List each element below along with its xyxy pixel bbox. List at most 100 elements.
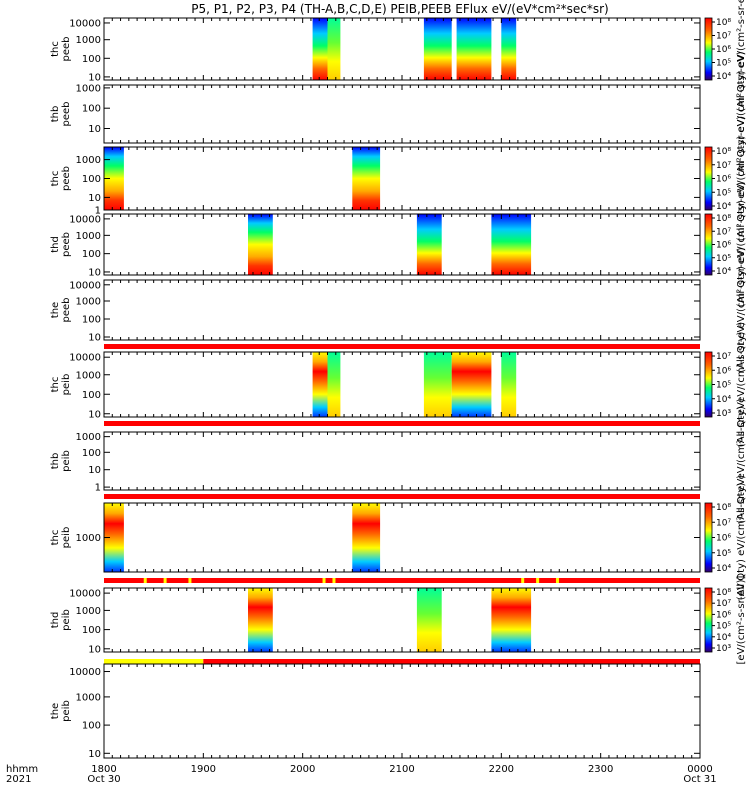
- colorbar-label: (All Qty) eV/(cm²-s-sr-eV): [736, 322, 747, 447]
- y-tick-label: 100: [82, 315, 101, 326]
- colorbar-tick-label: 10⁷: [716, 161, 731, 171]
- y-tick-label: 1000: [76, 35, 101, 46]
- x-tick-label: 2200: [489, 764, 514, 775]
- colorbar-tick-label: 10⁶: [716, 534, 731, 544]
- colorbar: [704, 17, 713, 81]
- x-tick-label: 1800: [91, 764, 116, 775]
- colorbar-tick-label: 10⁸: [716, 147, 731, 157]
- colorbar-tick-label: 10⁵: [716, 59, 731, 69]
- colorbar-tick-label: 10⁶: [716, 175, 731, 185]
- colorbar-tick-label: 10⁷: [716, 352, 731, 362]
- panel-frame: [103, 146, 701, 211]
- y-tick-label: 1000: [76, 692, 101, 703]
- colorbar-tick-label: 10⁸: [716, 214, 731, 224]
- colorbar-tick-label: 10⁴: [716, 267, 731, 277]
- spectrogram-block: [248, 588, 273, 652]
- status-bar: [104, 344, 700, 349]
- panel-frame: [103, 587, 701, 653]
- panel-probe-label: thd: [50, 236, 61, 253]
- y-tick-label: 100: [82, 390, 101, 401]
- x-axis-label-row1: hhmm: [6, 764, 38, 775]
- status-bar: [203, 659, 701, 664]
- panel-product-label: peeb: [61, 298, 72, 323]
- colorbar-tick-label: 10³: [716, 644, 731, 654]
- spectrogram-block: [491, 214, 532, 275]
- panel-frame: [103, 84, 701, 144]
- colorbar-tick-label: 10⁵: [716, 549, 731, 559]
- panel-frame: [103, 431, 701, 491]
- colorbar: [704, 502, 713, 573]
- y-tick-label: 10000: [69, 18, 101, 29]
- panel-probe-label: thd: [50, 612, 61, 629]
- y-tick-label: 100: [82, 249, 101, 260]
- x-axis-label-row2: 2021: [6, 774, 31, 785]
- spectrogram-block: [416, 214, 442, 275]
- panel-frame: [103, 663, 701, 759]
- panel-probe-label: thc: [50, 530, 61, 546]
- panel-thc-peeb: 10 100 1000 10000 thc peeb 10⁴ 10⁵ 10⁶ 10⁷ 10⁸ (All…: [50, 0, 747, 112]
- x-tick-label: 0000: [687, 764, 712, 775]
- spectrogram-block: [352, 503, 381, 572]
- y-tick-label: 100: [82, 721, 101, 732]
- y-tick-label: 1: [95, 483, 101, 494]
- y-tick-label: 1000: [76, 83, 101, 94]
- spectrogram-block: [312, 352, 328, 417]
- panel-probe-label: the: [50, 703, 61, 719]
- spectrogram-block: [423, 18, 452, 80]
- colorbar-tick-label: 10⁶: [716, 610, 731, 620]
- colorbar-tick-label: 10⁶: [716, 45, 731, 55]
- y-tick-label: 1000: [76, 370, 101, 381]
- y-tick-label: 1: [95, 206, 101, 217]
- panel-probe-label: the: [50, 302, 61, 318]
- status-bar-segment: [322, 578, 326, 583]
- y-tick-label: 100: [82, 174, 101, 185]
- panel-frame: [103, 502, 701, 573]
- figure-title: P5, P1, P2, P3, P4 (TH-A,B,C,D,E) PEIB,P…: [191, 2, 608, 16]
- panel-probe-label: thb: [50, 453, 61, 470]
- panel-probe-label: thb: [50, 106, 61, 123]
- x-tick-label: 2300: [588, 764, 613, 775]
- x-tick-label: 2000: [290, 764, 315, 775]
- panel-product-label: peeb: [61, 102, 72, 127]
- status-bar-segment: [521, 578, 525, 583]
- colorbar-label: (All Qty) eV/(cm²-s-sr-eV): [736, 0, 747, 112]
- y-tick-label: 10000: [69, 667, 101, 678]
- panel-thc-peib: 10 100 1000 10000 thc peib 10³ 10⁴ 10⁵ 10⁶ 10⁷ (All…: [50, 322, 747, 447]
- x-date-start: Oct 30: [87, 774, 120, 785]
- colorbar-tick-label: 10⁴: [716, 72, 731, 82]
- colorbar-tick-label: 10⁵: [716, 254, 731, 264]
- spectrogram-block: [416, 588, 442, 652]
- colorbar: [704, 587, 713, 653]
- status-bar-segment: [555, 578, 559, 583]
- panel-product-label: peeb: [61, 166, 72, 191]
- y-tick-label: 1000: [76, 432, 101, 443]
- y-tick-label: 10: [88, 267, 101, 278]
- spectrogram-block: [423, 352, 452, 417]
- panel-product-label: peib: [61, 527, 72, 549]
- spectrogram-block: [327, 352, 341, 417]
- panel-frame: [103, 17, 701, 81]
- panel-thc-peeb2: 1 10 100 1000 thc peeb 10⁴ 10⁵ 10⁶ 10⁷ 10⁸ (All Qty…: [50, 116, 747, 241]
- colorbar-tick-label: 10⁶: [716, 241, 731, 251]
- colorbar-tick-label: 10⁷: [716, 599, 731, 609]
- colorbar: [704, 351, 713, 418]
- y-tick-label: 10: [88, 749, 101, 760]
- y-tick-label: 10: [88, 124, 101, 135]
- y-tick-label: 10: [88, 465, 101, 476]
- panel-the-peib: 10 100 1000 10000 the peib: [50, 663, 701, 760]
- colorbar-tick-label: 10⁷: [716, 227, 731, 237]
- y-tick-label: 100: [82, 104, 101, 115]
- panel-the-peeb: 10 100 1000 10000 the peeb (All Qty) eV/(cm²-s…: [50, 247, 747, 372]
- colorbar-tick-label: 10⁴: [716, 564, 731, 574]
- y-tick-label: 100: [82, 54, 101, 65]
- y-tick-label: 10: [88, 644, 101, 655]
- status-bar: [104, 578, 700, 583]
- colorbar-tick-label: 10⁴: [716, 633, 731, 643]
- colorbar-label: (All Qty) eV/(cm²-s-sr-eV): [736, 182, 747, 307]
- panel-probe-label: thc: [50, 41, 61, 57]
- y-tick-label: 1000: [76, 606, 101, 617]
- colorbar-tick-label: 10⁸: [716, 18, 731, 28]
- y-tick-label: 1000: [76, 231, 101, 242]
